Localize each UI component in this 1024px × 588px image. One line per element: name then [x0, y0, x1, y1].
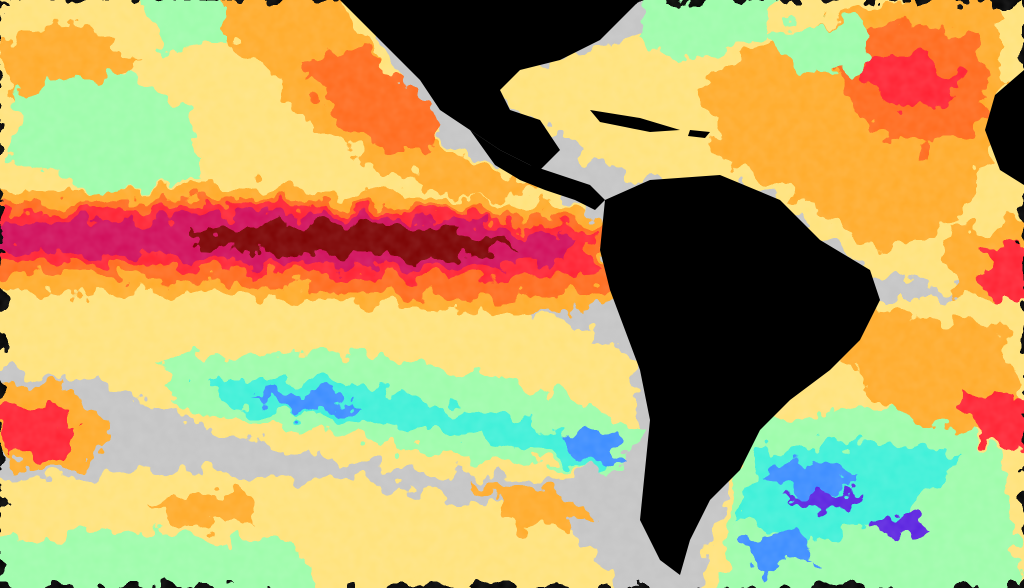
central-america [470, 130, 605, 210]
south-america [600, 175, 880, 575]
caribbean-island [590, 110, 680, 132]
caribbean-island [688, 130, 710, 138]
north-america [340, 0, 640, 170]
land-masses [340, 0, 1024, 575]
africa [985, 70, 1024, 185]
